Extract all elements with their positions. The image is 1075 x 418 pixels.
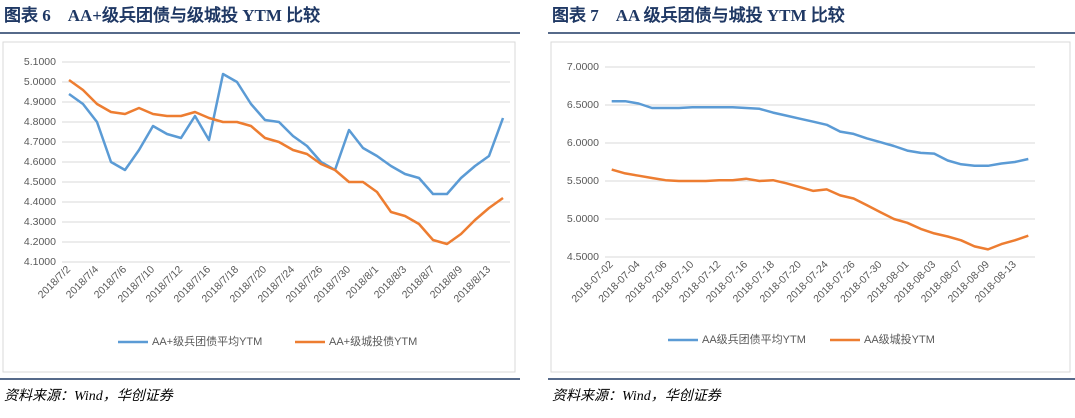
series-line: [611, 99, 1029, 168]
y-tick-label: 4.8000: [24, 116, 56, 128]
series-line: [611, 168, 1029, 251]
y-tick-label: 5.1000: [24, 56, 56, 68]
y-tick-label: 4.7000: [24, 136, 56, 148]
y-tick-label: 4.2000: [24, 236, 56, 248]
y-tick-label: 5.5000: [567, 175, 599, 187]
y-tick-label: 7.0000: [567, 61, 599, 73]
y-tick-label: 4.4000: [24, 196, 56, 208]
y-tick-label: 4.6000: [24, 156, 56, 168]
chart-title: 图表 7 AA 级兵团债与城投 YTM 比较: [552, 5, 845, 25]
series-line: [68, 78, 504, 246]
legend-label: AA级兵团债平均YTM: [702, 332, 806, 346]
y-tick-label: 6.5000: [567, 99, 599, 111]
series-line: [68, 72, 505, 196]
legend-label: AA+级兵团债平均YTM: [152, 334, 262, 348]
y-tick-label: 4.5000: [567, 251, 599, 263]
chart-frame: [2, 41, 516, 373]
chart-title: 图表 6 AA+级兵团债与级城投 YTM 比较: [4, 5, 320, 25]
y-tick-label: 4.5000: [24, 176, 56, 188]
y-tick-label: 4.3000: [24, 216, 56, 228]
y-tick-label: 6.0000: [567, 137, 599, 149]
chart-frame: [550, 41, 1071, 373]
y-tick-label: 4.1000: [24, 256, 56, 268]
source: 资料来源：Wind，华创证券: [552, 388, 722, 404]
y-tick-label: 4.9000: [24, 96, 56, 108]
y-tick-label: 5.0000: [567, 213, 599, 225]
y-tick-label: 5.0000: [24, 76, 56, 88]
legend-label: AA级城投YTM: [864, 332, 935, 346]
source: 资料来源：Wind，华创证券: [4, 388, 174, 404]
legend-label: AA+级城投债YTM: [329, 334, 417, 348]
